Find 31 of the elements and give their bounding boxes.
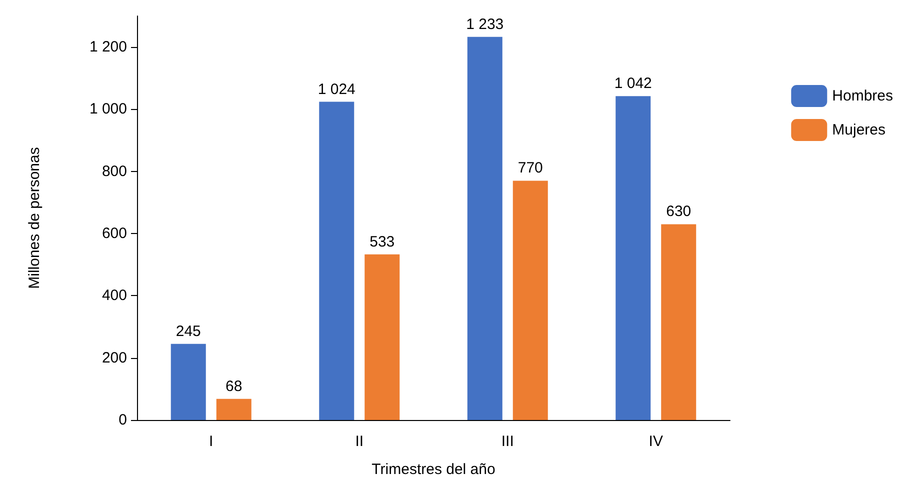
x-tick-label: I	[209, 433, 214, 450]
data-label: 1 233	[466, 16, 504, 33]
bar	[467, 36, 502, 420]
bar	[319, 102, 354, 420]
legend-label: Mujeres	[832, 122, 886, 138]
data-label: 1 024	[318, 80, 356, 98]
x-axis-title: Trimestres del año	[372, 461, 496, 478]
legend-label: Hombres	[832, 88, 894, 104]
y-tick-label: 1 000	[89, 100, 127, 118]
x-tick-label: IV	[648, 433, 663, 450]
data-label: 68	[226, 378, 242, 395]
x-tick-label: II	[355, 433, 364, 450]
data-label: 245	[176, 322, 201, 340]
bar	[216, 398, 252, 420]
data-label: 630	[666, 203, 692, 220]
y-tick-label: 200	[102, 349, 127, 366]
data-label: 1 042	[614, 75, 652, 92]
bar	[661, 224, 696, 420]
y-tick-label: 0	[118, 412, 127, 428]
x-tick-label: III	[501, 433, 514, 450]
bar	[616, 96, 651, 420]
y-tick-label: 800	[102, 162, 127, 180]
bar	[364, 254, 400, 420]
y-tick-label: 400	[102, 287, 127, 304]
bar	[170, 344, 206, 420]
y-tick-label: 600	[102, 225, 127, 242]
y-axis-title: Millones de personas	[26, 147, 43, 289]
bar	[512, 180, 548, 420]
data-label: 770	[518, 160, 543, 177]
y-tick-label: 1 200	[89, 38, 127, 56]
data-label: 533	[370, 233, 395, 250]
